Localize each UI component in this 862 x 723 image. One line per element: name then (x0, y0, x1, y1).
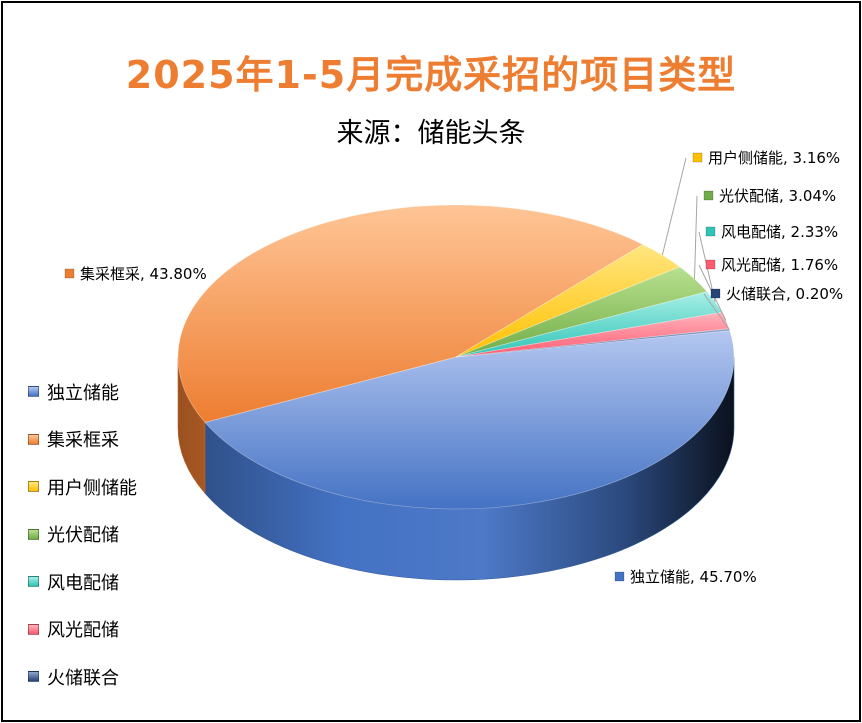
chart-title: 2025年1-5月完成采招的项目类型 (125, 53, 737, 97)
legend-item-2: 用户侧储能 (28, 463, 228, 511)
legend-swatch (28, 433, 39, 445)
legend-label: 风光配储 (47, 620, 119, 642)
legend-swatch (28, 481, 39, 493)
legend-swatch (28, 623, 39, 635)
legend-label: 独立储能 (47, 382, 119, 404)
pie-slice-1 (177, 204, 644, 423)
legend-swatch (28, 576, 39, 588)
data-label-1: 集采框采, 43.80% (80, 265, 207, 283)
data-label-swatch-6 (710, 288, 721, 299)
pie-slice-0 (204, 330, 735, 510)
data-label-swatch-0 (614, 571, 625, 582)
legend-swatch (28, 671, 39, 683)
data-label-3: 光伏配储, 3.04% (719, 187, 836, 205)
leader-line-2 (661, 157, 687, 256)
pie-slices (177, 204, 735, 510)
legend-swatch (28, 386, 39, 398)
chart-subtitle: 来源：储能头条 (336, 118, 526, 149)
data-label-swatch-5 (705, 259, 716, 270)
data-label-5: 风光配储, 1.76% (721, 256, 838, 274)
legend-label: 集采框采 (47, 430, 119, 452)
legend-item-0: 独立储能 (28, 368, 228, 416)
data-label-swatch-3 (703, 190, 714, 201)
legend-item-6: 火储联合 (28, 653, 228, 701)
legend-label: 火储联合 (47, 667, 119, 689)
data-label-2: 用户侧储能, 3.16% (708, 149, 840, 167)
legend-item-4: 风电配储 (28, 558, 228, 606)
legend-label: 风电配储 (47, 572, 119, 594)
legend: 独立储能集采框采用户侧储能光伏配储风电配储风光配储火储联合 (28, 368, 228, 701)
data-label-4: 风电配储, 2.33% (721, 223, 838, 241)
data-label-swatch-2 (692, 152, 703, 163)
data-label-swatch-4 (705, 226, 716, 237)
legend-item-3: 光伏配储 (28, 511, 228, 559)
data-labels: 独立储能, 45.70% 集采框采, 43.80% 用户侧储能, 3.16% 光伏配储… (64, 149, 843, 586)
data-label-swatch-1 (64, 268, 75, 279)
leader-line-3 (693, 195, 698, 279)
data-label-0: 独立储能, 45.70% (630, 568, 757, 586)
legend-label: 用户侧储能 (47, 477, 137, 499)
legend-item-5: 风光配储 (28, 606, 228, 654)
legend-swatch (28, 528, 39, 540)
legend-label: 光伏配储 (47, 525, 119, 547)
data-label-6: 火储联合, 0.20% (726, 285, 843, 303)
leader-line-6 (703, 293, 730, 330)
legend-item-1: 集采框采 (28, 416, 228, 464)
